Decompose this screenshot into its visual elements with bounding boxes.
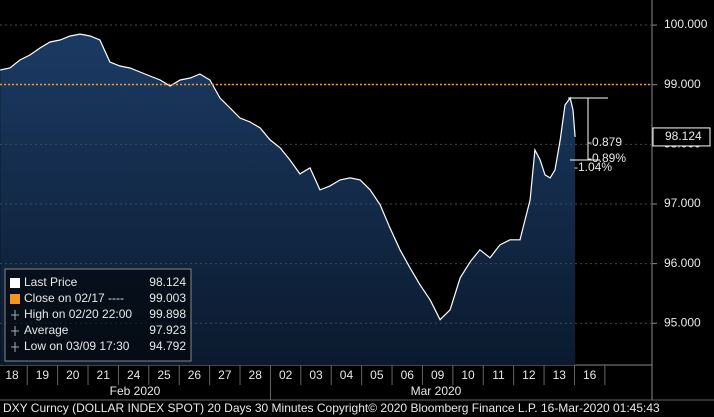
- legend-value: 94.792: [149, 339, 186, 353]
- x-tick-label: 12: [522, 368, 536, 382]
- legend-value: 98.124: [149, 275, 186, 289]
- legend-label: Average: [24, 323, 69, 337]
- x-tick-label: 28: [249, 368, 263, 382]
- month-label: Mar 2020: [411, 384, 462, 398]
- footer: DXY Curncy (DOLLAR INDEX SPOT) 20 Days 3…: [3, 401, 660, 415]
- legend-swatch: [10, 294, 20, 304]
- legend-label: High on 02/20 22:00: [24, 307, 132, 321]
- x-tick-label: 18: [5, 368, 19, 382]
- annotation: -0.879: [588, 135, 622, 149]
- y-tick-label: 96.000: [664, 256, 701, 270]
- last-price-box: [652, 127, 711, 147]
- x-tick-label: 24: [127, 368, 141, 382]
- x-tick-label: 03: [309, 368, 323, 382]
- x-tick-label: 11: [492, 368, 505, 382]
- legend-label: Close on 02/17 ----: [24, 291, 124, 305]
- x-tick-label: 19: [36, 368, 50, 382]
- legend-label: Last Price: [24, 275, 78, 289]
- legend-icon: [11, 342, 19, 352]
- x-tick-label: 05: [370, 368, 384, 382]
- x-tick-label: 09: [431, 368, 445, 382]
- annotation: -0.89%: [588, 151, 626, 165]
- legend-value: 99.898: [149, 307, 186, 321]
- x-tick-label: 16: [583, 368, 597, 382]
- x-tick-label: 20: [66, 368, 80, 382]
- annotation: -1.04%: [574, 160, 612, 174]
- legend-value: 97.923: [149, 323, 186, 337]
- x-tick-label: 13: [553, 368, 567, 382]
- x-tick-label: 25: [157, 368, 171, 382]
- x-tick-label: 02: [279, 368, 293, 382]
- x-tick-label: 21: [97, 368, 111, 382]
- legend-swatch: [10, 278, 20, 288]
- x-tick-label: 06: [401, 368, 415, 382]
- price-line: [0, 33, 576, 321]
- x-tick-label: 04: [340, 368, 354, 382]
- x-tick-label: 10: [461, 368, 475, 382]
- legend-icon: [11, 310, 19, 320]
- legend-icon: [11, 326, 19, 336]
- last-price-label: 98.124: [665, 129, 702, 143]
- x-tick-label: 26: [188, 368, 202, 382]
- y-tick-label: 95.000: [664, 315, 701, 329]
- legend-value: 99.003: [149, 291, 186, 305]
- legend-label: Low on 03/09 17:30: [24, 339, 130, 353]
- y-tick-label: 99.000: [664, 77, 701, 91]
- legend-box: [4, 268, 192, 362]
- bracket: [568, 97, 608, 161]
- y-tick-label: 97.000: [664, 196, 701, 210]
- y-tick-label: 100.000: [664, 17, 708, 31]
- month-label: Feb 2020: [110, 384, 161, 398]
- x-tick-label: 27: [218, 368, 232, 382]
